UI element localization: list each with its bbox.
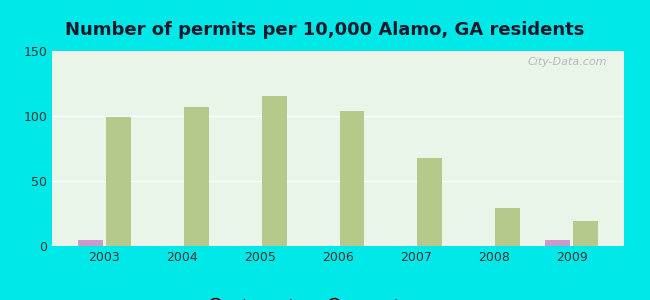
Bar bbox=[545, 239, 570, 246]
Bar bbox=[184, 107, 209, 246]
Text: Number of permits per 10,000 Alamo, GA residents: Number of permits per 10,000 Alamo, GA r… bbox=[65, 21, 585, 39]
Bar bbox=[78, 239, 103, 246]
Bar bbox=[417, 158, 442, 246]
Bar bbox=[573, 221, 598, 246]
Bar bbox=[495, 208, 520, 246]
Legend: Alamo city, Georgia average: Alamo city, Georgia average bbox=[208, 299, 468, 300]
Bar bbox=[106, 117, 131, 246]
Bar bbox=[262, 97, 287, 246]
Bar bbox=[339, 111, 365, 246]
Text: City-Data.com: City-Data.com bbox=[527, 57, 607, 67]
